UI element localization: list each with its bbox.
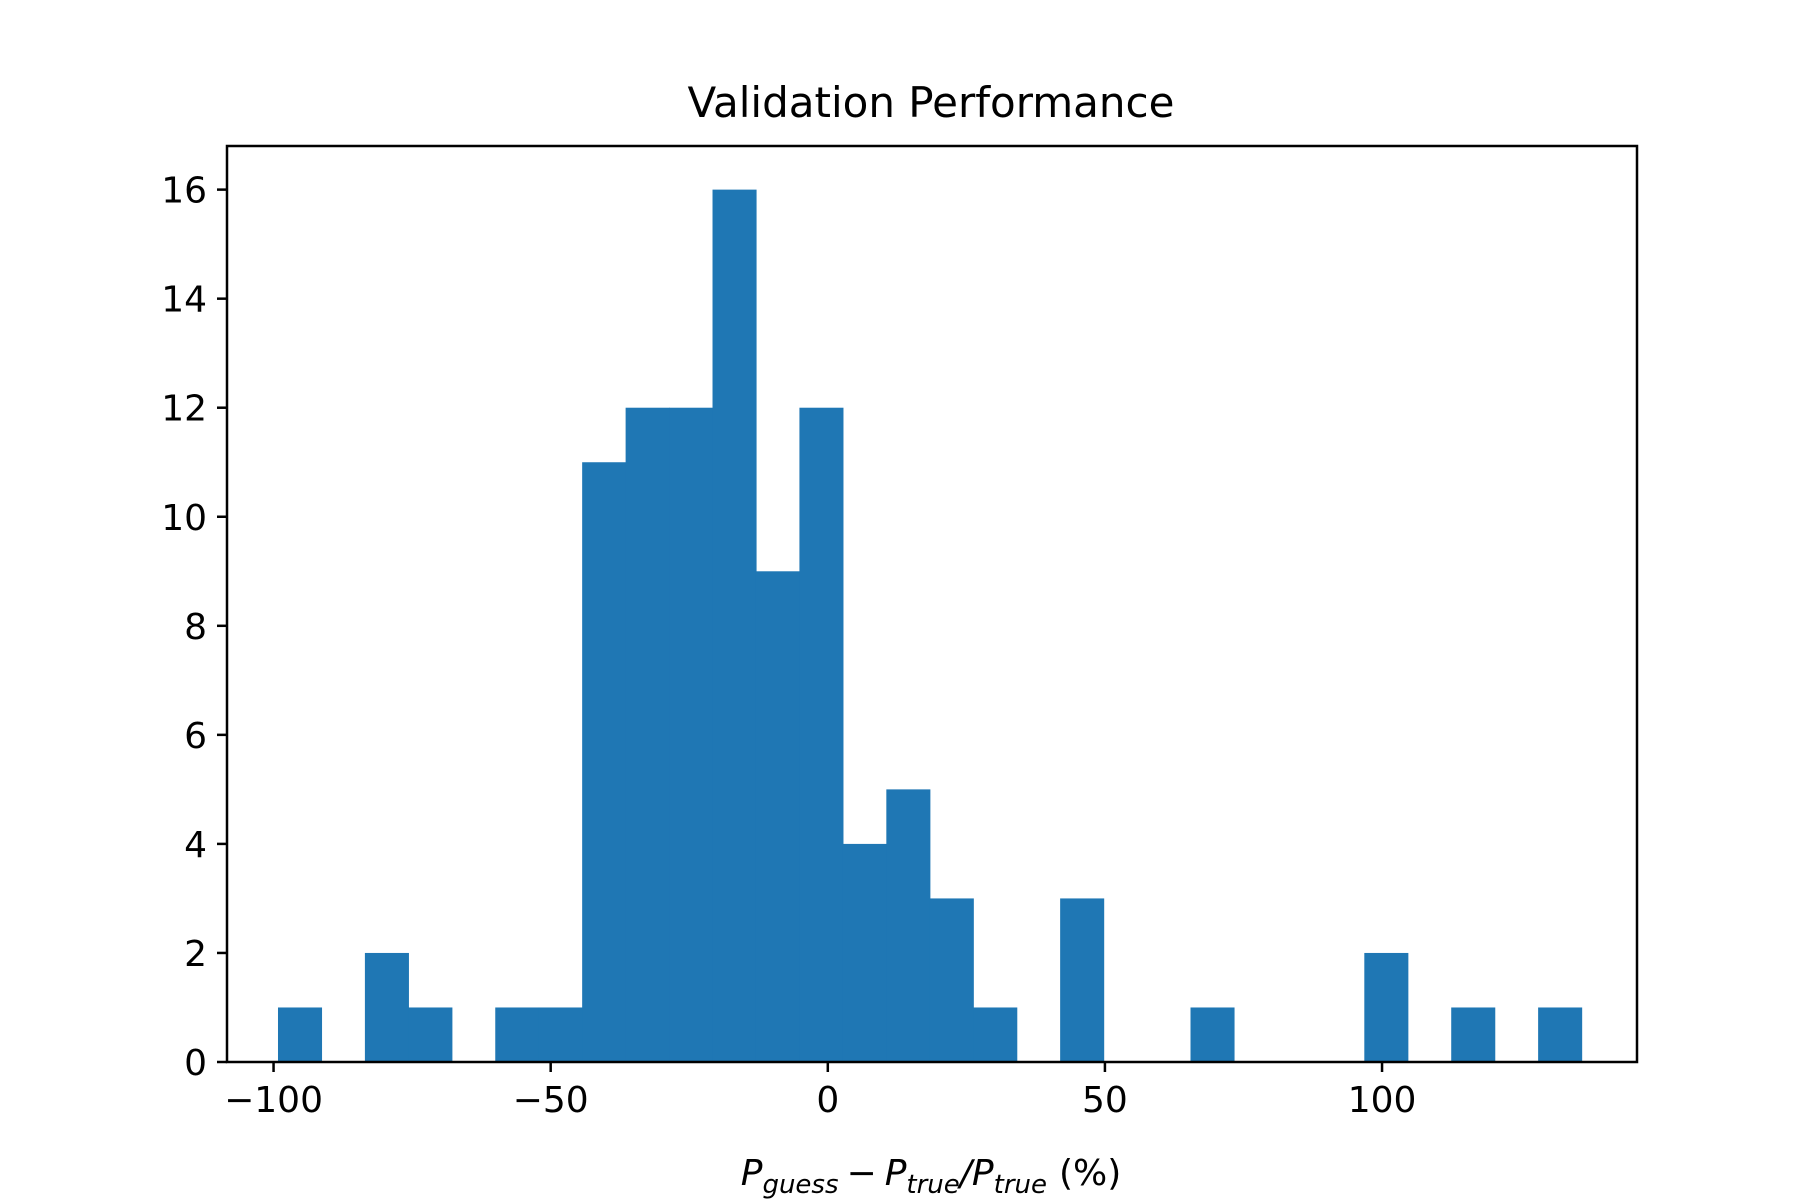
y-tick-label: 6 (184, 716, 207, 757)
histogram-bar (277, 1007, 323, 1062)
histogram-bar (1538, 1007, 1583, 1062)
histogram-bar (799, 407, 844, 1062)
histogram-bar (1451, 1007, 1496, 1062)
y-tick-label: 12 (161, 389, 207, 430)
bars-group (277, 189, 1583, 1063)
histogram-bar (669, 407, 714, 1062)
y-tick-label: 16 (161, 171, 207, 212)
histogram-bar (842, 843, 887, 1062)
histogram-bar (712, 189, 757, 1063)
x-tick-label: 0 (816, 1080, 839, 1121)
histogram-bar (886, 789, 931, 1062)
y-tick-label: 8 (184, 607, 207, 648)
plot-frame (225, 144, 1639, 1064)
histogram-bar (1190, 1007, 1235, 1062)
y-axis-ticks: 0 2 4 6 8 10 12 14 16 (161, 171, 227, 1084)
y-tick-label: 14 (161, 280, 207, 321)
histogram-bar (495, 1007, 540, 1062)
x-tick-label: 50 (1082, 1080, 1128, 1121)
x-tick-label: −50 (513, 1080, 589, 1121)
histogram-bar (973, 1007, 1018, 1062)
histogram-bar (755, 571, 801, 1062)
histogram-bar (364, 952, 409, 1062)
x-axis-ticks: −100 −50 0 50 100 (224, 1062, 1416, 1121)
y-tick-label: 10 (161, 498, 207, 539)
histogram-bar (408, 1007, 453, 1062)
histogram-bar (929, 898, 974, 1062)
y-tick-label: 2 (184, 934, 207, 975)
x-tick-label: −100 (224, 1080, 323, 1121)
x-axis-label: Pguess − Ptrue/Ptrue (%) (741, 1153, 1122, 1200)
histogram-bar (625, 407, 670, 1062)
histogram-bar (538, 1007, 583, 1062)
y-tick-label: 4 (184, 825, 207, 866)
histogram-bar (582, 462, 627, 1062)
x-tick-label: 100 (1348, 1080, 1417, 1121)
y-tick-label: 0 (184, 1043, 207, 1084)
histogram-bar (1364, 952, 1409, 1062)
histogram-bar (1060, 898, 1105, 1062)
chart-title: Validation Performance (688, 78, 1175, 127)
